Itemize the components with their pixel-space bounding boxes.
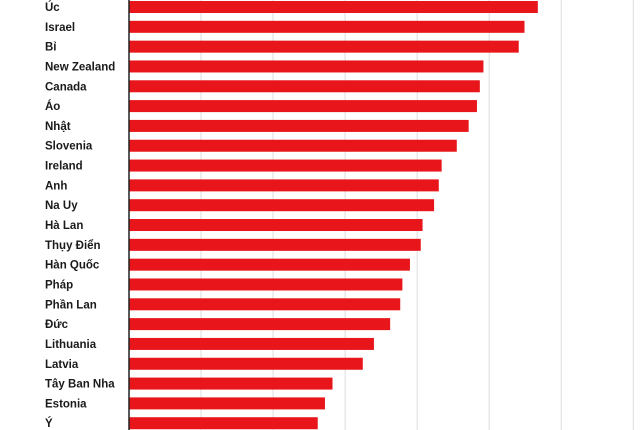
bar [129, 1, 538, 13]
category-label: Lithuania [45, 339, 97, 351]
category-label: Bỉ [45, 42, 57, 54]
bar [129, 397, 325, 410]
bar [129, 80, 480, 93]
category-label: Estonia [45, 398, 87, 410]
bar [129, 60, 484, 73]
category-label: Ireland [45, 161, 83, 173]
category-label: Latvia [45, 359, 79, 371]
bar [129, 40, 519, 53]
bar [129, 20, 525, 33]
bar [129, 318, 391, 331]
bar [129, 238, 421, 251]
category-label: Hàn Quốc [45, 260, 100, 272]
bar [129, 139, 457, 152]
category-label: Phần Lan [45, 299, 97, 311]
category-label: Đức [45, 319, 69, 331]
category-label: Pháp [45, 279, 73, 291]
category-label: Hà Lan [45, 220, 83, 232]
bar [129, 100, 477, 113]
category-label: Slovenia [45, 141, 93, 153]
category-label: Anh [45, 180, 67, 192]
category-label: Thụy Điển [45, 240, 101, 252]
bar [129, 337, 374, 350]
bar [129, 219, 423, 232]
bar [129, 258, 410, 271]
category-labels: Úc Israel Bỉ New Zealand Canada Áo Nhật Sloveni… [45, 1, 115, 430]
bar [129, 179, 439, 192]
category-label: Úc [45, 1, 60, 14]
category-label: Tây Ban Nha [45, 379, 115, 391]
category-label: Na Uy [45, 200, 78, 212]
category-label: New Zealand [45, 61, 115, 73]
bar [129, 199, 435, 212]
bars [129, 1, 538, 430]
category-label: Nhật [45, 121, 71, 133]
bar [129, 417, 318, 430]
bar [129, 159, 442, 172]
category-label: Ý [45, 417, 53, 430]
bar [129, 377, 333, 390]
bar [129, 298, 401, 311]
category-label: Israel [45, 22, 75, 34]
category-label: Canada [45, 81, 87, 93]
bar [129, 278, 403, 291]
bar [129, 119, 469, 132]
bar [129, 357, 363, 370]
category-label: Áo [45, 100, 60, 113]
